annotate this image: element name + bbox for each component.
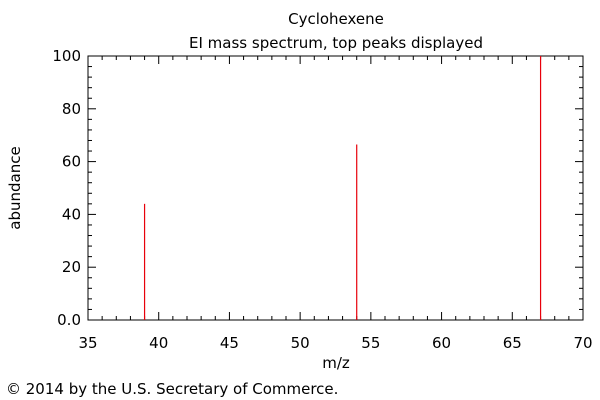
peak-lines xyxy=(143,56,542,320)
plot-frame xyxy=(87,55,584,321)
y-tick-label: 100 xyxy=(52,47,81,65)
copyright-notice: © 2014 by the U.S. Secretary of Commerce… xyxy=(6,380,339,398)
x-tick-label: 50 xyxy=(291,334,310,352)
x-tick-label: 65 xyxy=(503,334,522,352)
y-axis-label: abundance xyxy=(6,146,24,229)
x-tick-label: 70 xyxy=(573,334,592,352)
axis-ticks: 35 40 45 50 55 60 65 70 0.0 20 40 60 80 100 xyxy=(52,47,592,352)
y-tick-label: 60 xyxy=(62,153,81,171)
chart-subtitle: EI mass spectrum, top peaks displayed xyxy=(189,34,483,52)
y-tick-label: 80 xyxy=(62,100,81,118)
x-tick-label: 60 xyxy=(432,334,451,352)
y-tick-label: 20 xyxy=(62,258,81,276)
mass-spectrum-chart: Cyclohexene EI mass spectrum, top peaks … xyxy=(6,10,593,372)
x-axis-label: m/z xyxy=(322,354,350,372)
y-tick-label: 40 xyxy=(62,205,81,223)
y-tick-label: 0.0 xyxy=(57,311,81,329)
chart-title: Cyclohexene xyxy=(288,10,384,28)
x-tick-label: 45 xyxy=(220,334,239,352)
x-tick-label: 35 xyxy=(78,334,97,352)
x-tick-label: 40 xyxy=(149,334,168,352)
x-tick-label: 55 xyxy=(361,334,380,352)
